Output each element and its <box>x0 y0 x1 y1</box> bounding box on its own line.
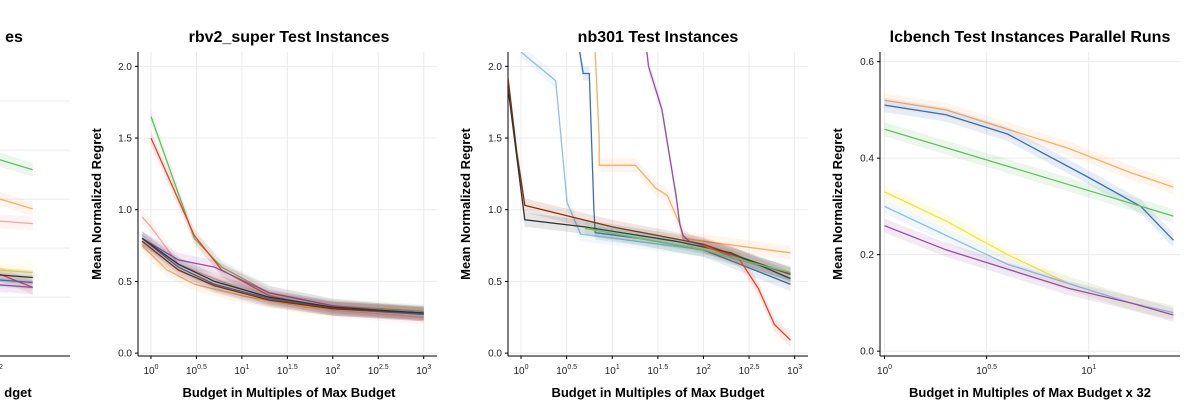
panel-nb301: 0.0 0.5 1.0 1.5 2.0 100 100.5 101 101.5 102 102.5 1… <box>458 29 808 400</box>
series-line-orange <box>884 99 1174 188</box>
y-axis-label: Mean Normalized Regret <box>89 127 104 279</box>
grid-lines <box>880 52 1180 356</box>
series-band-green <box>0 152 33 177</box>
series-line-brown <box>141 240 424 314</box>
x-tick-label: 102 <box>696 364 711 377</box>
y-tick-label: 0.4 <box>860 154 874 165</box>
series-line-green <box>584 227 791 274</box>
x-tick-label: 100 <box>513 364 528 377</box>
y-tick-label: 0.0 <box>860 347 874 358</box>
x-tick-label: 101.5 <box>277 364 298 377</box>
x-tick-label: 101.5 <box>647 364 668 377</box>
x-axis-label: Budget in Multiples of Max Budget <box>182 385 396 400</box>
series-line-orange <box>594 52 791 254</box>
series-band-green <box>584 221 791 280</box>
x-axis-label: dget <box>4 385 32 400</box>
series-band-dark-red <box>508 70 791 282</box>
series-line-black <box>141 237 424 314</box>
y-tick-label: 1.5 <box>118 134 132 145</box>
x-tick-label: 100 <box>877 364 892 377</box>
panel-title: lcbench Test Instances Parallel Runs <box>890 29 1171 46</box>
x-tick-label: 100.5 <box>556 364 577 377</box>
series-line-purple <box>884 225 1174 316</box>
series-band-light-blue <box>884 199 1174 320</box>
x-tick-label: 100 <box>143 364 158 377</box>
series-line-blue <box>579 52 791 285</box>
x-axis-label: Budget in Multiples of Max Budget x 32 <box>909 385 1151 400</box>
y-tick-label: 1.0 <box>118 205 132 216</box>
y-tick-label: 0.0 <box>118 349 132 360</box>
series-band-purple <box>884 218 1174 322</box>
series-line-pink <box>141 216 424 318</box>
y-tick-label: 0.6 <box>860 57 874 68</box>
x-tick-label: 102 <box>325 364 340 377</box>
panel-title: rbv2_super Test Instances <box>189 29 390 46</box>
x-tick-label: 102 <box>0 364 3 377</box>
series-line-red <box>703 244 791 341</box>
grid-lines <box>0 100 70 298</box>
series-group <box>0 152 33 295</box>
x-tick-label: 101 <box>605 364 620 377</box>
panel-lcbench-parallel: 0.0 0.2 0.4 0.6 100 100.5 101 lcbench Test Inst… <box>830 29 1180 400</box>
panel-title: nb301 Test Instances <box>578 29 739 46</box>
grid-lines <box>508 52 808 356</box>
panel-rbv2-clipped: 102 es dget <box>0 29 70 400</box>
y-tick-label: 0.0 <box>488 349 502 360</box>
x-tick-label: 103 <box>787 364 802 377</box>
y-tick-label: 1.5 <box>488 134 502 145</box>
series-line-orange <box>141 245 424 316</box>
x-tick-label: 103 <box>416 364 431 377</box>
y-tick-label: 2.0 <box>118 62 132 73</box>
x-tick-label: 101 <box>1081 364 1096 377</box>
y-axis-label: Mean Normalized Regret <box>830 127 845 279</box>
panel-title: es <box>5 29 23 46</box>
panel-rbv2-super: 0.0 0.5 1.0 1.5 2.0 100 100.5 101 101.5 102 102.5 1… <box>89 29 437 400</box>
y-tick-label: 0.5 <box>118 277 132 288</box>
series-line-black <box>508 87 791 280</box>
series-group <box>141 109 424 325</box>
series-band-blue <box>884 98 1174 248</box>
series-line-green <box>884 128 1174 217</box>
x-tick-label: 101 <box>234 364 249 377</box>
series-line-purple <box>646 52 791 275</box>
y-tick-label: 0.2 <box>860 250 874 261</box>
series-band-blue <box>579 52 791 292</box>
series-group <box>508 52 791 348</box>
y-tick-label: 1.0 <box>488 205 502 216</box>
y-tick-label: 0.5 <box>488 277 502 288</box>
series-band-red <box>151 131 424 322</box>
y-tick-label: 2.0 <box>488 62 502 73</box>
series-line-purple <box>141 237 424 316</box>
x-tick-label: 100.5 <box>976 364 997 377</box>
series-group <box>884 93 1174 322</box>
x-tick-label: 102.5 <box>739 364 760 377</box>
series-line-dark-red <box>508 77 791 275</box>
x-tick-label: 100.5 <box>186 364 207 377</box>
y-axis-label: Mean Normalized Regret <box>458 127 473 279</box>
x-tick-label: 102.5 <box>368 364 389 377</box>
x-axis-label: Budget in Multiples of Max Budget <box>551 385 765 400</box>
